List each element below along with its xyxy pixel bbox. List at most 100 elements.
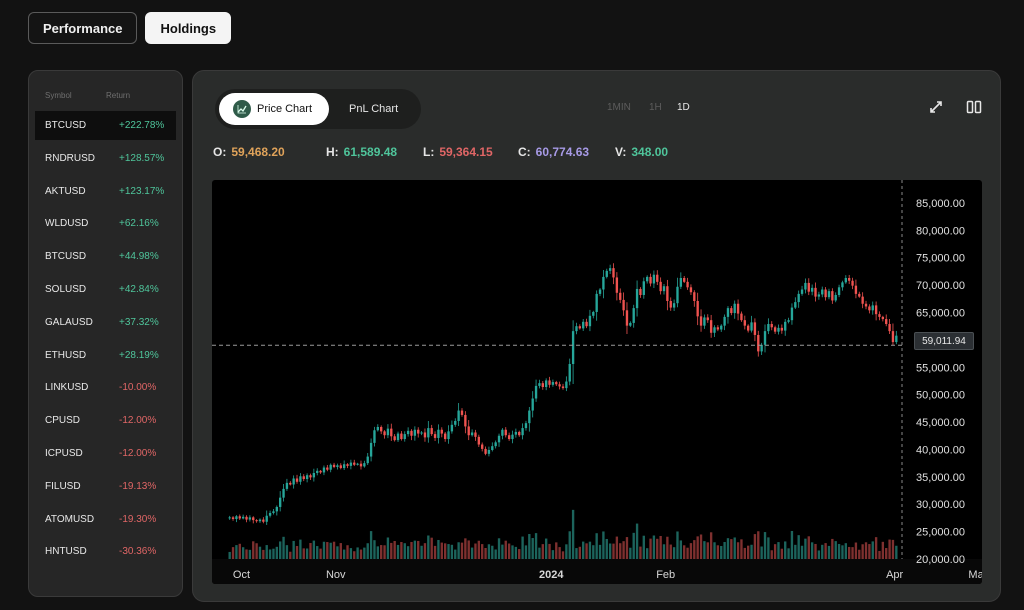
x-tick-label: Oct <box>233 569 250 581</box>
holding-symbol: CPUSD <box>45 415 81 427</box>
holding-row-icpusd[interactable]: ICPUSD -12.00% <box>35 439 176 468</box>
volume-bar <box>656 538 659 559</box>
volume-bar <box>369 531 373 559</box>
candle-body <box>736 303 740 314</box>
holding-row-hntusd[interactable]: HNTUSD -30.36% <box>35 537 176 566</box>
volume-bar <box>326 542 329 559</box>
candle-body <box>427 428 430 438</box>
candle-body <box>558 384 561 387</box>
candle-body <box>275 506 278 512</box>
candle-body <box>524 423 528 429</box>
holding-row-linkusd[interactable]: LINKUSD -10.00% <box>35 373 176 402</box>
volume-bar <box>504 540 507 559</box>
volume-bar <box>645 548 649 559</box>
volume-bar <box>363 547 366 559</box>
candle-body <box>874 305 878 315</box>
candle-body <box>265 515 268 522</box>
high-value: 61,589.48 <box>343 145 398 159</box>
tab-performance[interactable]: Performance <box>28 12 138 44</box>
holdings-sidebar: Symbol Return BTCUSD +222.78% RNDRUSD +128.… <box>28 70 183 597</box>
holding-return: -19.13% <box>119 480 157 492</box>
candlestick-chart[interactable]: 20,000.00 25,000.00 30,000.00 35,000.00 40,0… <box>212 180 982 584</box>
holding-row-filusd[interactable]: FILUSD -19.13% <box>35 472 176 501</box>
holding-row-galausd[interactable]: GALAUSD +37.32% <box>35 308 176 337</box>
candle-body <box>784 321 787 331</box>
volume-bar <box>534 533 538 559</box>
x-tick-label: Apr <box>886 569 903 581</box>
holding-row-rndrusd[interactable]: RNDRUSD +128.57% <box>35 144 176 173</box>
volume-bar <box>713 542 716 559</box>
candle-body <box>470 432 474 436</box>
price-chart-button[interactable]: Price Chart <box>219 93 329 125</box>
candle-body <box>380 426 383 432</box>
holding-row-wldusd[interactable]: WLDUSD +62.16% <box>35 209 176 238</box>
candle-body <box>238 516 241 519</box>
expand-icon[interactable] <box>928 99 944 115</box>
volume-bar <box>309 543 312 559</box>
candle-body <box>312 473 316 478</box>
holding-symbol: FILUSD <box>45 480 81 492</box>
volume-bar <box>538 547 541 559</box>
holding-return: +222.78% <box>119 120 165 131</box>
holding-row-btcusd[interactable]: BTCUSD +44.98% <box>35 242 176 271</box>
candle-body <box>511 434 514 440</box>
candle-body <box>279 497 282 507</box>
candle-body <box>393 436 396 441</box>
holding-row-aktusd[interactable]: AKTUSD +123.17% <box>35 177 176 206</box>
volume-bar <box>528 534 531 559</box>
candle-body <box>588 315 592 327</box>
candle-body <box>689 287 693 293</box>
candle-body <box>406 430 410 435</box>
candle-body <box>289 482 292 485</box>
candle-body <box>322 467 326 473</box>
candle-body <box>831 291 834 301</box>
holding-row-solusd[interactable]: SOLUSD +42.84% <box>35 275 176 304</box>
volume-bar <box>410 541 413 559</box>
interval-1min[interactable]: 1MIN <box>607 102 631 113</box>
candle-body <box>706 317 709 321</box>
price-chart-label: Price Chart <box>257 103 313 115</box>
volume-bar <box>588 541 592 559</box>
volume-bar <box>750 544 753 559</box>
candle-body <box>861 296 864 304</box>
candle-body <box>528 410 531 424</box>
volume-bar <box>571 509 575 559</box>
return-column-header: Return <box>106 91 131 100</box>
candle-body <box>359 463 363 467</box>
holding-row-atomusd[interactable]: ATOMUSD -19.30% <box>35 505 176 534</box>
candle-body <box>440 429 443 434</box>
candle-body <box>676 286 679 304</box>
split-view-icon[interactable] <box>966 99 982 115</box>
candle-body <box>403 434 406 440</box>
candle-body <box>746 325 750 331</box>
candle-body <box>794 302 797 308</box>
holding-row-btcusd[interactable]: BTCUSD +222.78% <box>35 111 176 140</box>
volume-bar <box>433 545 437 559</box>
pnl-chart-button[interactable]: PnL Chart <box>349 93 415 125</box>
candle-body <box>679 277 683 287</box>
volume-bar <box>518 549 521 559</box>
candle-body <box>770 324 773 328</box>
holding-return: +28.19% <box>119 349 159 361</box>
volume-bar <box>612 543 615 559</box>
interval-1d[interactable]: 1D <box>677 102 690 113</box>
candle-body <box>777 327 780 332</box>
candle-body <box>356 463 359 465</box>
candle-body <box>443 433 447 440</box>
candle-body <box>868 306 871 311</box>
volume-bar <box>427 535 430 559</box>
candle-body <box>228 517 231 519</box>
volume-bar <box>841 545 844 559</box>
candle-body <box>797 293 800 303</box>
volume-bar <box>423 543 427 559</box>
volume-bar <box>575 548 578 559</box>
volume-bar <box>625 537 629 559</box>
holding-row-cpusd[interactable]: CPUSD -12.00% <box>35 406 176 435</box>
holding-row-ethusd[interactable]: ETHUSD +28.19% <box>35 341 176 370</box>
volume-bar <box>629 547 632 559</box>
volume-bar <box>780 548 784 559</box>
tab-holdings[interactable]: Holdings <box>145 12 232 44</box>
candle-body <box>231 517 235 520</box>
candle-body <box>282 488 285 498</box>
interval-1h[interactable]: 1H <box>649 102 662 113</box>
